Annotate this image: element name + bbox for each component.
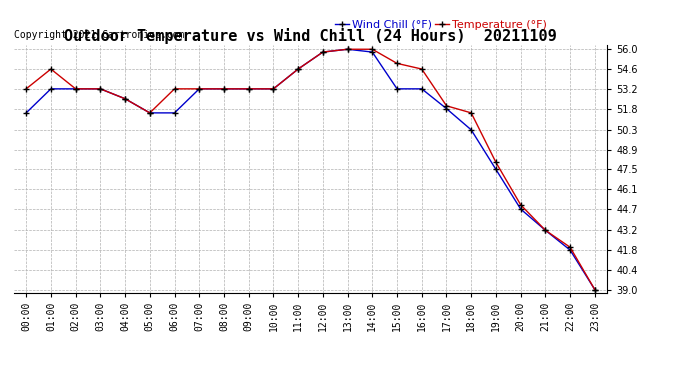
- Wind Chill (°F): [146, 111, 154, 115]
- Temperature (°F): [417, 67, 426, 71]
- Wind Chill (°F): [417, 87, 426, 91]
- Temperature (°F): [541, 228, 549, 232]
- Temperature (°F): [368, 47, 377, 51]
- Temperature (°F): [121, 96, 129, 101]
- Line: Temperature (°F): Temperature (°F): [23, 46, 598, 293]
- Wind Chill (°F): [47, 87, 55, 91]
- Wind Chill (°F): [368, 50, 377, 54]
- Temperature (°F): [492, 160, 500, 165]
- Temperature (°F): [170, 87, 179, 91]
- Temperature (°F): [146, 111, 154, 115]
- Temperature (°F): [566, 245, 574, 249]
- Wind Chill (°F): [492, 167, 500, 172]
- Line: Wind Chill (°F): Wind Chill (°F): [23, 46, 598, 293]
- Wind Chill (°F): [344, 47, 352, 51]
- Temperature (°F): [442, 104, 451, 108]
- Temperature (°F): [244, 87, 253, 91]
- Wind Chill (°F): [72, 87, 80, 91]
- Title: Outdoor Temperature vs Wind Chill (24 Hours)  20211109: Outdoor Temperature vs Wind Chill (24 Ho…: [64, 28, 557, 44]
- Temperature (°F): [195, 87, 204, 91]
- Temperature (°F): [294, 67, 302, 71]
- Temperature (°F): [47, 67, 55, 71]
- Wind Chill (°F): [442, 106, 451, 111]
- Wind Chill (°F): [393, 87, 401, 91]
- Wind Chill (°F): [96, 87, 104, 91]
- Temperature (°F): [220, 87, 228, 91]
- Wind Chill (°F): [121, 96, 129, 101]
- Legend: Wind Chill (°F), Temperature (°F): Wind Chill (°F), Temperature (°F): [331, 15, 551, 34]
- Wind Chill (°F): [541, 228, 549, 232]
- Wind Chill (°F): [467, 128, 475, 132]
- Text: Copyright 2021 Cartronics.com: Copyright 2021 Cartronics.com: [14, 30, 184, 40]
- Temperature (°F): [517, 202, 525, 207]
- Wind Chill (°F): [591, 287, 599, 292]
- Temperature (°F): [269, 87, 277, 91]
- Temperature (°F): [344, 47, 352, 51]
- Wind Chill (°F): [517, 207, 525, 211]
- Wind Chill (°F): [170, 111, 179, 115]
- Wind Chill (°F): [269, 87, 277, 91]
- Wind Chill (°F): [294, 67, 302, 71]
- Temperature (°F): [72, 87, 80, 91]
- Temperature (°F): [591, 287, 599, 292]
- Wind Chill (°F): [319, 50, 327, 54]
- Temperature (°F): [393, 61, 401, 66]
- Temperature (°F): [96, 87, 104, 91]
- Wind Chill (°F): [22, 111, 30, 115]
- Wind Chill (°F): [244, 87, 253, 91]
- Temperature (°F): [467, 111, 475, 115]
- Wind Chill (°F): [220, 87, 228, 91]
- Wind Chill (°F): [195, 87, 204, 91]
- Temperature (°F): [319, 50, 327, 54]
- Temperature (°F): [22, 87, 30, 91]
- Wind Chill (°F): [566, 248, 574, 252]
